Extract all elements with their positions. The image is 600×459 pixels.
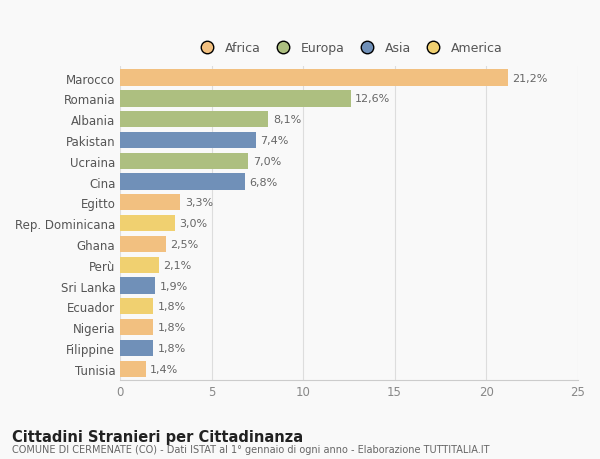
Text: 7,4%: 7,4% <box>260 136 289 146</box>
Text: 3,0%: 3,0% <box>179 218 208 229</box>
Text: 6,8%: 6,8% <box>249 177 277 187</box>
Bar <box>120 340 153 356</box>
Bar <box>120 236 166 252</box>
Text: 1,8%: 1,8% <box>158 302 186 312</box>
Text: Cittadini Stranieri per Cittadinanza: Cittadini Stranieri per Cittadinanza <box>12 429 303 444</box>
Text: 1,9%: 1,9% <box>160 281 188 291</box>
Text: 1,8%: 1,8% <box>158 322 186 332</box>
Bar <box>120 91 350 107</box>
Text: 2,5%: 2,5% <box>170 240 199 249</box>
Bar <box>120 216 175 232</box>
Bar <box>120 174 245 190</box>
Text: 1,8%: 1,8% <box>158 343 186 353</box>
Text: COMUNE DI CERMENATE (CO) - Dati ISTAT al 1° gennaio di ogni anno - Elaborazione : COMUNE DI CERMENATE (CO) - Dati ISTAT al… <box>12 444 490 454</box>
Text: 21,2%: 21,2% <box>512 73 548 84</box>
Bar <box>120 257 158 273</box>
Bar <box>120 278 155 294</box>
Text: 12,6%: 12,6% <box>355 94 391 104</box>
Bar <box>120 298 153 315</box>
Text: 8,1%: 8,1% <box>273 115 301 125</box>
Legend: Africa, Europa, Asia, America: Africa, Europa, Asia, America <box>195 42 503 55</box>
Bar <box>120 319 153 336</box>
Bar <box>120 361 146 377</box>
Text: 3,3%: 3,3% <box>185 198 213 208</box>
Bar <box>120 70 508 87</box>
Text: 2,1%: 2,1% <box>163 260 191 270</box>
Bar <box>120 133 256 149</box>
Text: 1,4%: 1,4% <box>151 364 179 374</box>
Bar <box>120 153 248 169</box>
Text: 7,0%: 7,0% <box>253 157 281 167</box>
Bar <box>120 195 181 211</box>
Bar <box>120 112 268 128</box>
